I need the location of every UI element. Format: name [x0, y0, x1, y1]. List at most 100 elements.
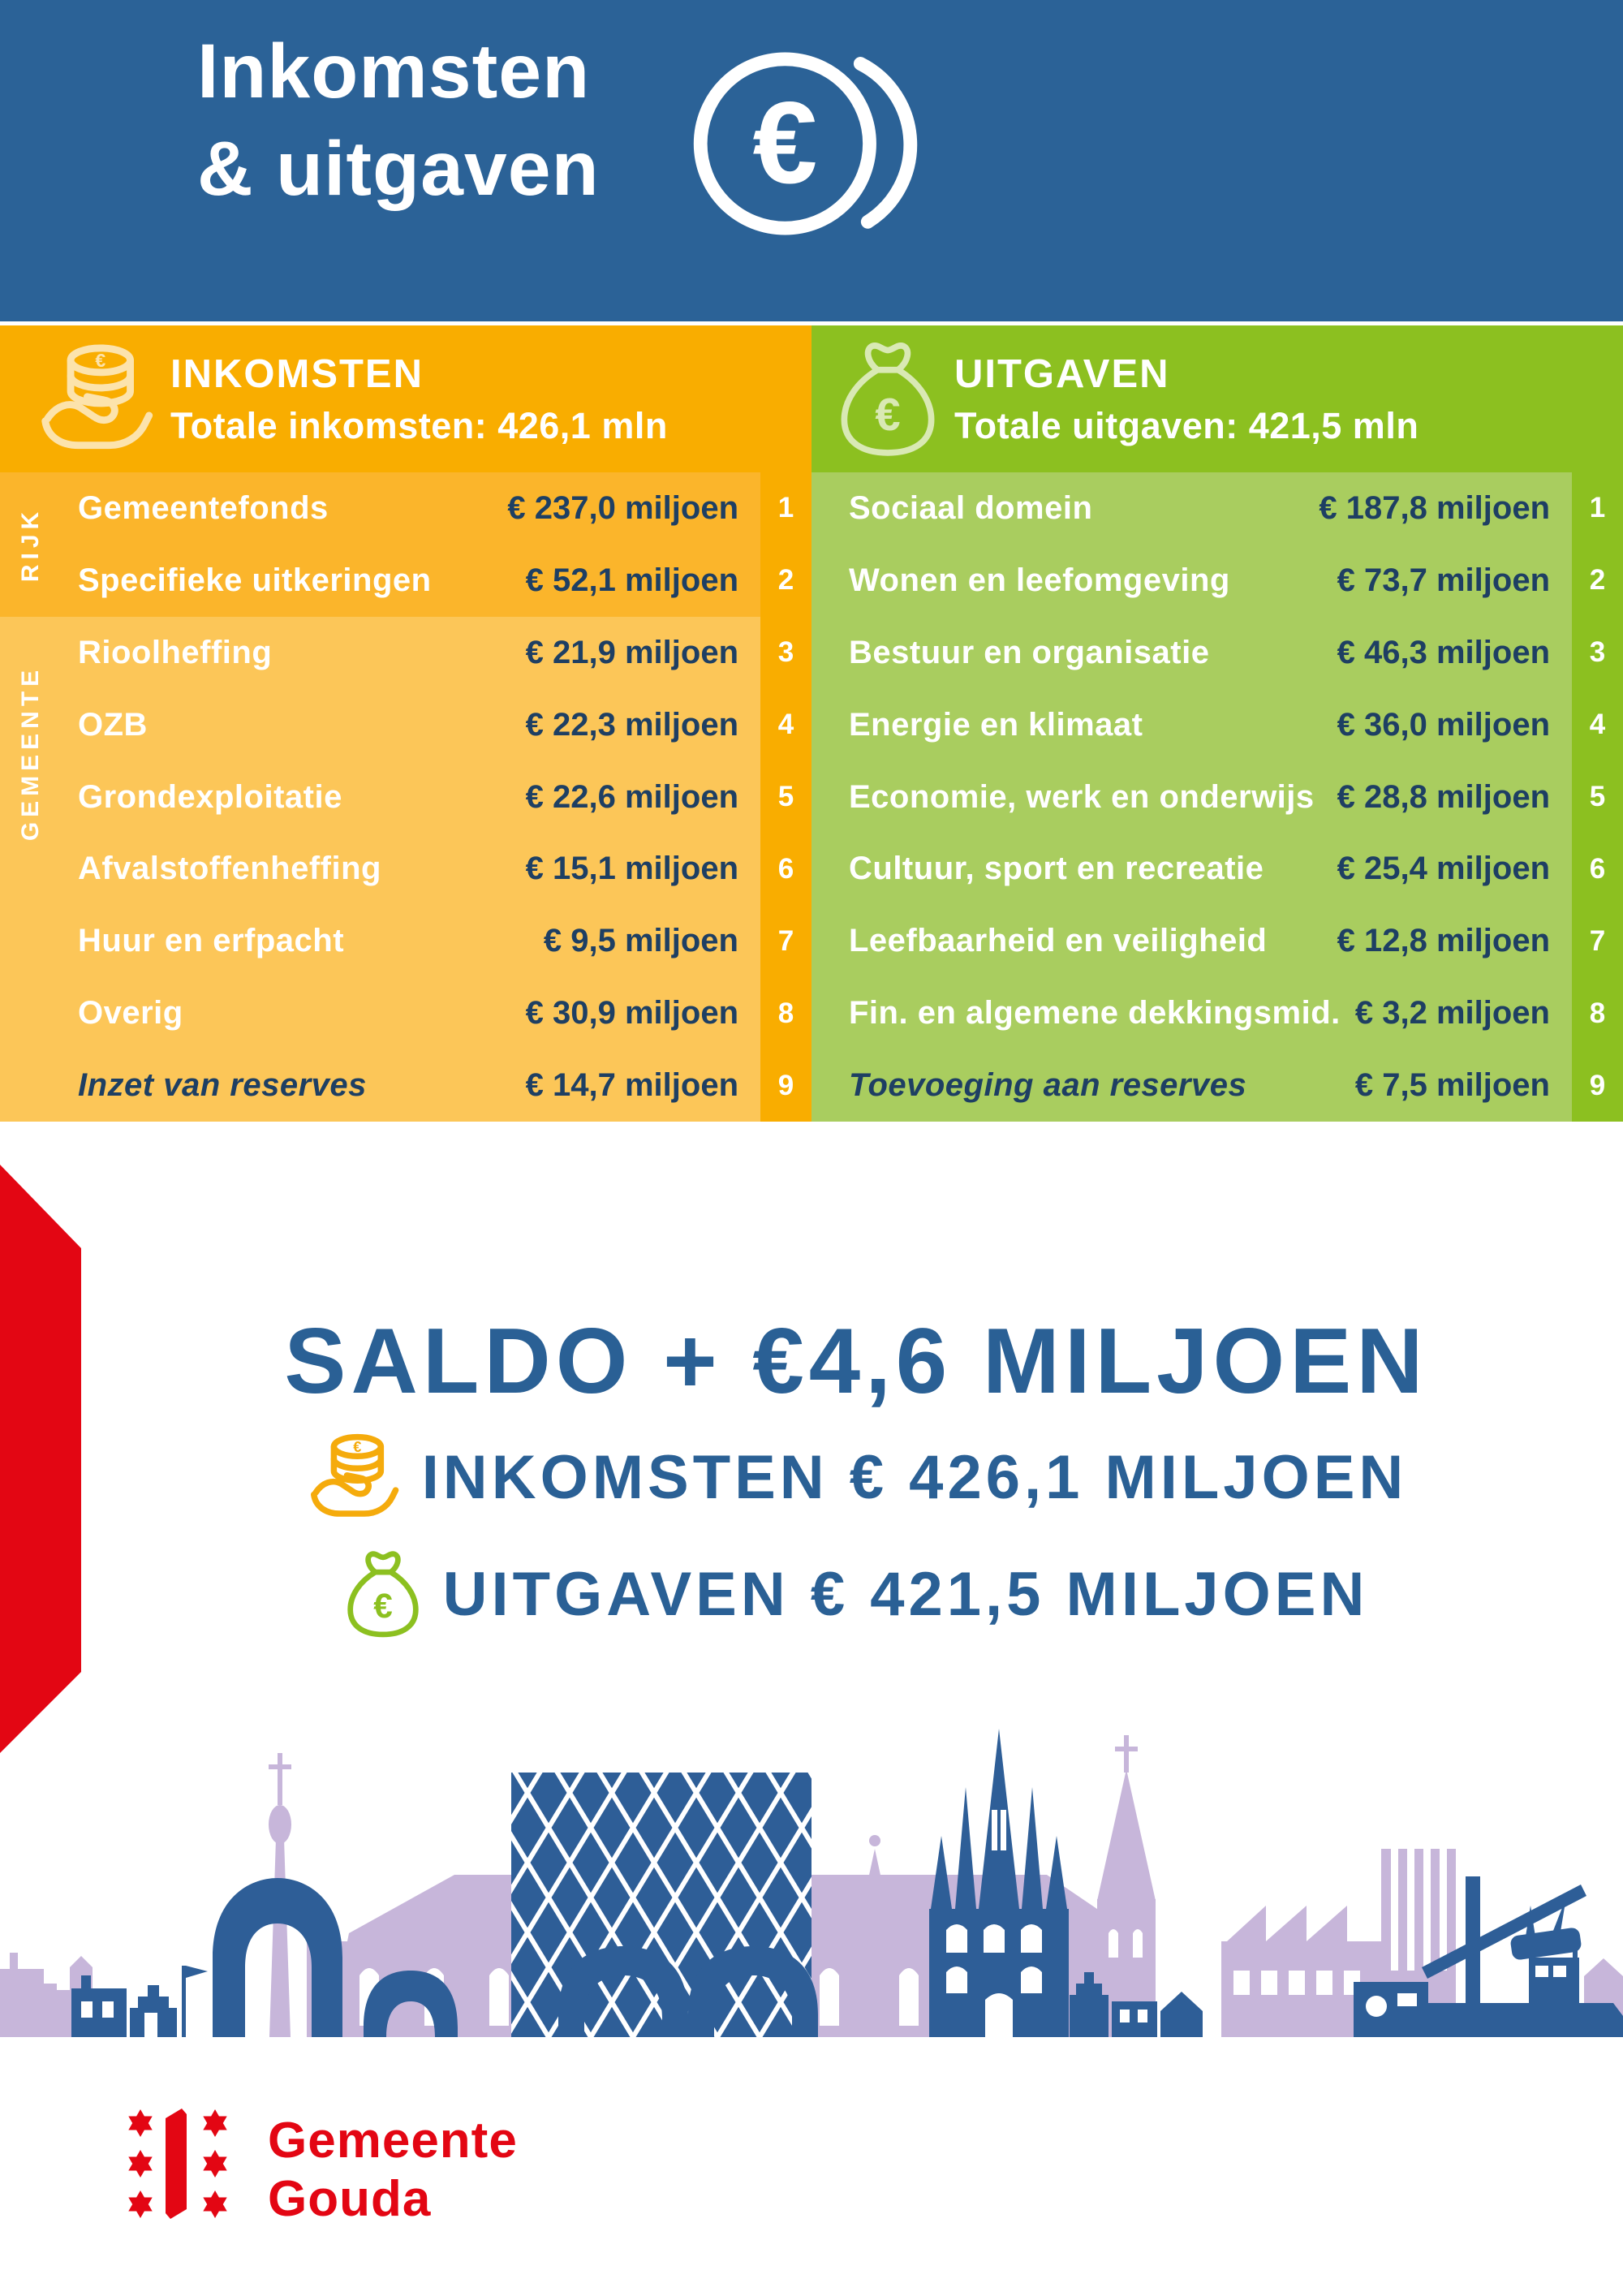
table-row: Rioolheffing € 21,9 miljoen 3: [0, 616, 812, 689]
expenses-table: € UITGAVEN Totale uitgaven: 421,5 mln So…: [812, 325, 1623, 1122]
money-bag-icon: €: [841, 342, 935, 456]
row-value: € 22,6 miljoen: [525, 778, 738, 815]
income-group-gemeente: GEMEENTE Rioolheffing € 21,9 miljoen 3 O…: [0, 616, 812, 1122]
euro-coin-icon: €: [693, 52, 918, 235]
row-label: Energie en klimaat: [849, 706, 1143, 743]
row-value: € 36,0 miljoen: [1337, 706, 1550, 743]
row-value: € 25,4 miljoen: [1337, 851, 1550, 887]
income-table-header: € INKOMSTEN Totale inkomsten: 426,1 mln: [0, 325, 812, 472]
logo-line1: Gemeente: [268, 2113, 518, 2169]
svg-text:€: €: [353, 1438, 361, 1455]
svg-text:€: €: [875, 389, 900, 440]
table-row: Wonen en leefomgeving € 73,7 miljoen 2: [812, 544, 1623, 617]
svg-text:€: €: [95, 350, 105, 371]
income-summary-line: € INKOMSTEN € 426,1 MILJOEN: [45, 1430, 1623, 1524]
coins-in-hand-icon: €: [310, 1433, 399, 1517]
row-rank: 4: [1572, 688, 1623, 761]
gouda-logo-text: Gemeente Gouda: [268, 2112, 518, 2229]
row-value: € 30,9 miljoen: [525, 995, 738, 1032]
row-rank: 5: [760, 760, 812, 834]
row-value: € 237,0 miljoen: [507, 489, 738, 526]
expenses-titles: UITGAVEN Totale uitgaven: 421,5 mln: [954, 351, 1419, 447]
row-rank: 7: [1572, 905, 1623, 978]
row-label: Toevoeging aan reserves: [849, 1067, 1247, 1104]
row-label: Gemeentefonds: [78, 489, 329, 526]
income-total: Totale inkomsten: 426,1 mln: [170, 404, 668, 446]
row-value: € 14,7 miljoen: [525, 1067, 738, 1104]
row-rank: 3: [1572, 616, 1623, 689]
page-title-line2: & uitgaven: [197, 126, 600, 212]
row-rank: 9: [760, 1049, 812, 1122]
row-rank: 7: [760, 905, 812, 978]
table-row: Toevoeging aan reserves € 7,5 miljoen 9: [812, 1049, 1623, 1122]
row-value: € 21,9 miljoen: [525, 634, 738, 670]
row-value: € 15,1 miljoen: [525, 851, 738, 887]
money-bag-icon: €: [347, 1551, 419, 1638]
row-label: Leefbaarheid en veiligheid: [849, 923, 1268, 959]
row-label: Specifieke uitkeringen: [78, 562, 432, 598]
group-label-gemeente: GEMEENTE: [17, 665, 44, 841]
row-rank: 6: [1572, 833, 1623, 906]
row-label: Inzet van reserves: [78, 1067, 367, 1104]
page-header: Inkomsten & uitgaven €: [0, 0, 1623, 321]
row-label: Grondexploitatie: [78, 778, 342, 815]
table-row: Bestuur en organisatie € 46,3 miljoen 3: [812, 616, 1623, 689]
table-row: Huur en erfpacht € 9,5 miljoen 7: [0, 905, 812, 978]
row-rank: 9: [1572, 1049, 1623, 1122]
row-label: Huur en erfpacht: [78, 923, 345, 959]
table-row: Afvalstoffenheffing € 15,1 miljoen 6: [0, 833, 812, 906]
table-row: OZB € 22,3 miljoen 4: [0, 688, 812, 761]
row-rank: 5: [1572, 760, 1623, 834]
expenses-table-header: € UITGAVEN Totale uitgaven: 421,5 mln: [812, 325, 1623, 472]
row-label: Sociaal domein: [849, 489, 1093, 526]
table-row: Energie en klimaat € 36,0 miljoen 4: [812, 688, 1623, 761]
table-row: Cultuur, sport en recreatie € 25,4 miljo…: [812, 833, 1623, 906]
row-rank: 1: [760, 472, 812, 545]
row-rank: 4: [760, 688, 812, 761]
gouda-skyline: [0, 1729, 1623, 2037]
row-value: € 7,5 miljoen: [1354, 1067, 1550, 1104]
row-rank: 2: [1572, 544, 1623, 617]
table-row: Overig € 30,9 miljoen 8: [0, 977, 812, 1050]
row-rank: 1: [1572, 472, 1623, 545]
income-summary-text: INKOMSTEN € 426,1 MILJOEN: [421, 1442, 1408, 1512]
row-label: Wonen en leefomgeving: [849, 562, 1230, 598]
row-rank: 6: [760, 833, 812, 906]
coins-in-hand-icon: €: [41, 344, 153, 450]
svg-text:€: €: [752, 78, 817, 208]
expenses-total: Totale uitgaven: 421,5 mln: [954, 404, 1419, 446]
income-table-body: RIJK Gemeentefonds € 237,0 miljoen 1 Spe…: [0, 472, 812, 1122]
income-titles: INKOMSTEN Totale inkomsten: 426,1 mln: [170, 351, 668, 447]
table-row: Fin. en algemene dekkingsmid. € 3,2 milj…: [812, 977, 1623, 1050]
table-row: Inzet van reserves € 14,7 miljoen 9: [0, 1049, 812, 1122]
income-group-rijk: RIJK Gemeentefonds € 237,0 miljoen 1 Spe…: [0, 472, 812, 617]
row-label: Fin. en algemene dekkingsmid.: [849, 995, 1341, 1032]
table-row: Leefbaarheid en veiligheid € 12,8 miljoe…: [812, 905, 1623, 978]
red-ribbon: [0, 1165, 81, 1753]
row-rank: 2: [760, 544, 812, 617]
row-rank: 8: [760, 977, 812, 1050]
row-value: € 9,5 miljoen: [543, 923, 738, 959]
row-value: € 46,3 miljoen: [1337, 634, 1550, 670]
gouda-logo-mark: [128, 2109, 227, 2219]
table-row: Grondexploitatie € 22,6 miljoen 5: [0, 760, 812, 834]
tables-section: € INKOMSTEN Totale inkomsten: 426,1 mln …: [0, 325, 1623, 1122]
row-label: Economie, werk en onderwijs: [849, 778, 1315, 815]
page-title: Inkomsten & uitgaven: [197, 23, 600, 218]
row-label: Overig: [78, 995, 183, 1032]
row-rank: 3: [760, 616, 812, 689]
expense-summary-line: € UITGAVEN € 421,5 MILJOEN: [45, 1550, 1623, 1638]
row-value: € 73,7 miljoen: [1337, 562, 1550, 598]
row-rank: 8: [1572, 977, 1623, 1050]
table-row: Gemeentefonds € 237,0 miljoen 1: [0, 472, 812, 545]
row-label: Cultuur, sport en recreatie: [849, 851, 1264, 887]
income-section-title: INKOMSTEN: [170, 351, 424, 396]
row-label: Rioolheffing: [78, 634, 273, 670]
expenses-table-body: Sociaal domein € 187,8 miljoen 1 Wonen e…: [812, 472, 1623, 1122]
table-row: Sociaal domein € 187,8 miljoen 1: [812, 472, 1623, 545]
row-value: € 187,8 miljoen: [1319, 489, 1550, 526]
group-label-rijk: RIJK: [17, 506, 44, 583]
row-value: € 28,8 miljoen: [1337, 778, 1550, 815]
row-label: Bestuur en organisatie: [849, 634, 1210, 670]
